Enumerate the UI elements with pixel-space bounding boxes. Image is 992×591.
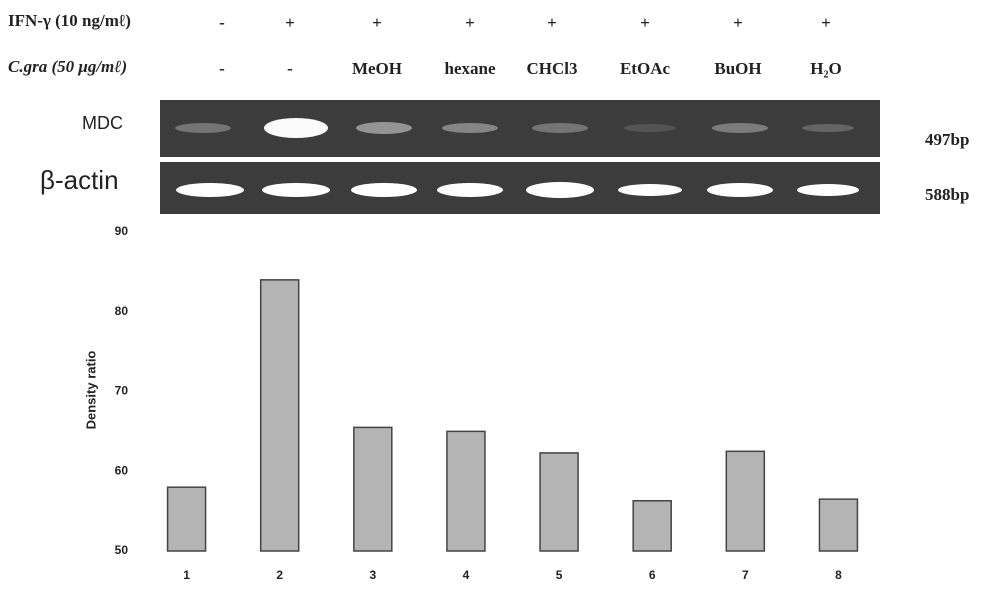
row-label: IFN-γ (10 ng/mℓ) <box>8 11 131 30</box>
lane-treatment: + <box>821 13 831 32</box>
y-tick-label: 70 <box>115 384 129 398</box>
lane-treatment: CHCl3 <box>527 59 578 78</box>
x-tick-label: 8 <box>835 568 842 582</box>
lane-treatment: + <box>547 13 557 32</box>
band <box>802 124 854 132</box>
bar <box>447 431 485 551</box>
band <box>351 183 417 197</box>
bar <box>540 453 578 551</box>
band <box>264 118 328 138</box>
lane-treatment: + <box>640 13 650 32</box>
y-tick-label: 80 <box>115 304 129 318</box>
bar <box>633 501 671 551</box>
lane-treatment: H₂O <box>810 59 842 78</box>
lane-treatment: EtOAc <box>620 59 671 78</box>
lane-treatment: MeOH <box>352 59 402 78</box>
lane-treatment: + <box>465 13 475 32</box>
bar <box>168 487 206 551</box>
band <box>707 183 773 197</box>
gel-panel <box>160 100 880 214</box>
y-axis-label: Density ratio <box>83 351 98 430</box>
x-tick-label: 5 <box>556 568 563 582</box>
band <box>356 122 412 134</box>
bar <box>261 280 299 551</box>
figure: MDC β-actin 497bp 588bp IFN-γ (10 ng/mℓ)… <box>0 0 992 591</box>
band <box>526 182 594 198</box>
band <box>442 123 498 133</box>
lane-treatment: + <box>733 13 743 32</box>
y-tick-label: 90 <box>115 224 129 238</box>
band <box>624 124 676 132</box>
x-tick-label: 1 <box>183 568 190 582</box>
band <box>618 184 682 196</box>
band <box>437 183 503 197</box>
lane-treatment: - <box>219 59 225 78</box>
x-tick-label: 3 <box>369 568 376 582</box>
lane-treatment: - <box>287 59 293 78</box>
x-tick-label: 2 <box>276 568 283 582</box>
lane-treatment: + <box>285 13 295 32</box>
gel-label: MDC <box>82 113 123 133</box>
lane-treatment: + <box>372 13 382 32</box>
y-tick-label: 50 <box>115 543 129 557</box>
bar <box>819 499 857 551</box>
lane-treatment: - <box>219 13 225 32</box>
gel-label: β-actin <box>40 165 119 195</box>
band <box>797 184 859 196</box>
band <box>175 123 231 133</box>
y-tick-label: 60 <box>115 463 129 477</box>
lane-treatment: hexane <box>445 59 496 78</box>
band <box>176 183 244 197</box>
x-tick-label: 7 <box>742 568 749 582</box>
row-label: C.gra (50 μg/mℓ) <box>8 57 127 76</box>
band <box>262 183 330 197</box>
band-size: 497bp <box>925 130 969 149</box>
band <box>712 123 768 133</box>
bar <box>726 451 764 551</box>
bar <box>354 427 392 551</box>
band-size: 588bp <box>925 185 969 204</box>
band <box>532 123 588 133</box>
x-tick-label: 4 <box>463 568 470 582</box>
lane-treatment: BuOH <box>714 59 761 78</box>
x-tick-label: 6 <box>649 568 656 582</box>
